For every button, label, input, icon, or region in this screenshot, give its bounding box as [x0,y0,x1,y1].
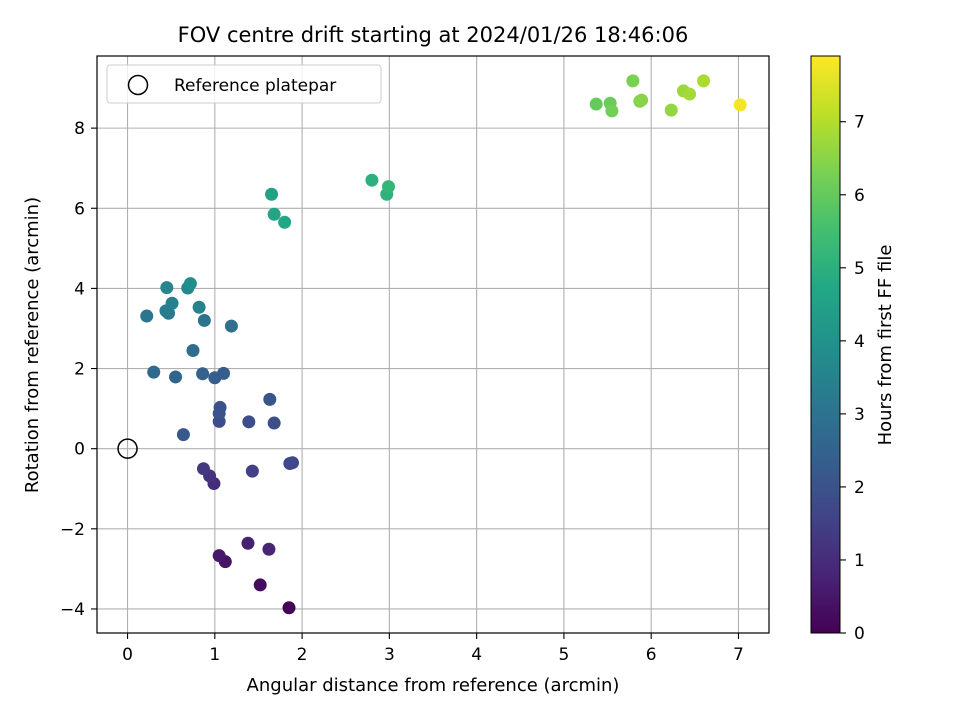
data-point [253,578,267,592]
grid [97,56,769,633]
chart-title: FOV centre drift starting at 2024/01/26 … [178,23,689,47]
colorbar-label: Hours from first FF file [875,245,896,446]
y-tick-label: −2 [60,520,85,540]
x-tick-label: 0 [122,645,133,665]
data-point [635,93,649,107]
x-tick-label: 2 [297,645,308,665]
data-point [217,366,231,380]
colorbar-tick-label: 4 [854,332,865,352]
data-point [697,74,711,88]
data-point [160,281,174,295]
data-point [140,309,154,323]
y-tick-label: 0 [74,440,85,460]
data-point [169,370,183,384]
x-tick-label: 1 [209,645,220,665]
data-point [241,536,255,550]
colorbar-ticks: 0 1 2 3 4 5 6 7 [840,113,865,644]
data-point [381,180,395,194]
data-point [267,416,281,430]
x-axis-ticks: 0 1 2 3 4 5 6 7 [122,633,744,665]
data-point [626,74,640,88]
y-tick-label: 6 [74,199,85,219]
colorbar-tick-label: 1 [854,551,865,571]
legend-label: Reference platepar [174,76,336,96]
colorbar-tick-label: 7 [854,113,865,133]
data-point [263,392,277,406]
colorbar-tick-label: 3 [854,405,865,425]
data-point [186,344,200,358]
legend-box [106,64,382,104]
x-tick-label: 4 [471,645,482,665]
y-tick-label: 4 [74,279,85,299]
data-point [733,98,747,112]
x-tick-label: 3 [384,645,395,665]
data-point [285,456,299,470]
data-point [192,300,206,314]
data-point [265,187,279,201]
data-point [176,428,190,442]
colorbar-tick-label: 2 [854,478,865,498]
data-point [224,319,238,333]
data-point [278,215,292,229]
plot-frame [96,55,770,634]
data-point [183,277,197,291]
colorbar-gradient [810,55,841,634]
data-point [196,462,210,476]
legend-marker-icon [127,74,149,96]
x-tick-label: 6 [646,645,657,665]
data-point [212,549,226,563]
data-point [365,173,379,187]
data-point [245,464,259,478]
data-point [242,415,256,429]
data-point [196,367,210,381]
y-axis-ticks: −4 −2 0 2 4 6 8 [60,119,97,620]
x-axis-label: Angular distance from reference (arcmin) [247,675,620,696]
colorbar-tick-label: 5 [854,259,865,279]
reference-platepar-marker [117,438,138,459]
colorbar-tick-label: 6 [854,186,865,206]
y-axis-label: Rotation from reference (arcmin) [22,197,43,493]
y-tick-label: 2 [74,360,85,380]
data-point [262,542,276,556]
data-point [664,103,678,117]
data-point [147,365,161,379]
data-point [213,400,227,414]
colorbar-tick-label: 0 [854,624,865,644]
legend: Reference platepar [106,64,382,104]
data-point [197,313,211,327]
data-point [589,97,603,111]
data-point [282,601,296,615]
x-tick-label: 7 [733,645,744,665]
data-point [267,207,281,221]
data-point [605,104,619,118]
colorbar: 0 1 2 3 4 5 6 7 Hours from first FF file [810,55,896,644]
y-tick-label: 8 [74,119,85,139]
x-tick-label: 5 [558,645,569,665]
data-point [165,296,179,310]
data-point [683,87,697,101]
y-tick-label: −4 [60,600,85,620]
data-points [140,74,747,615]
